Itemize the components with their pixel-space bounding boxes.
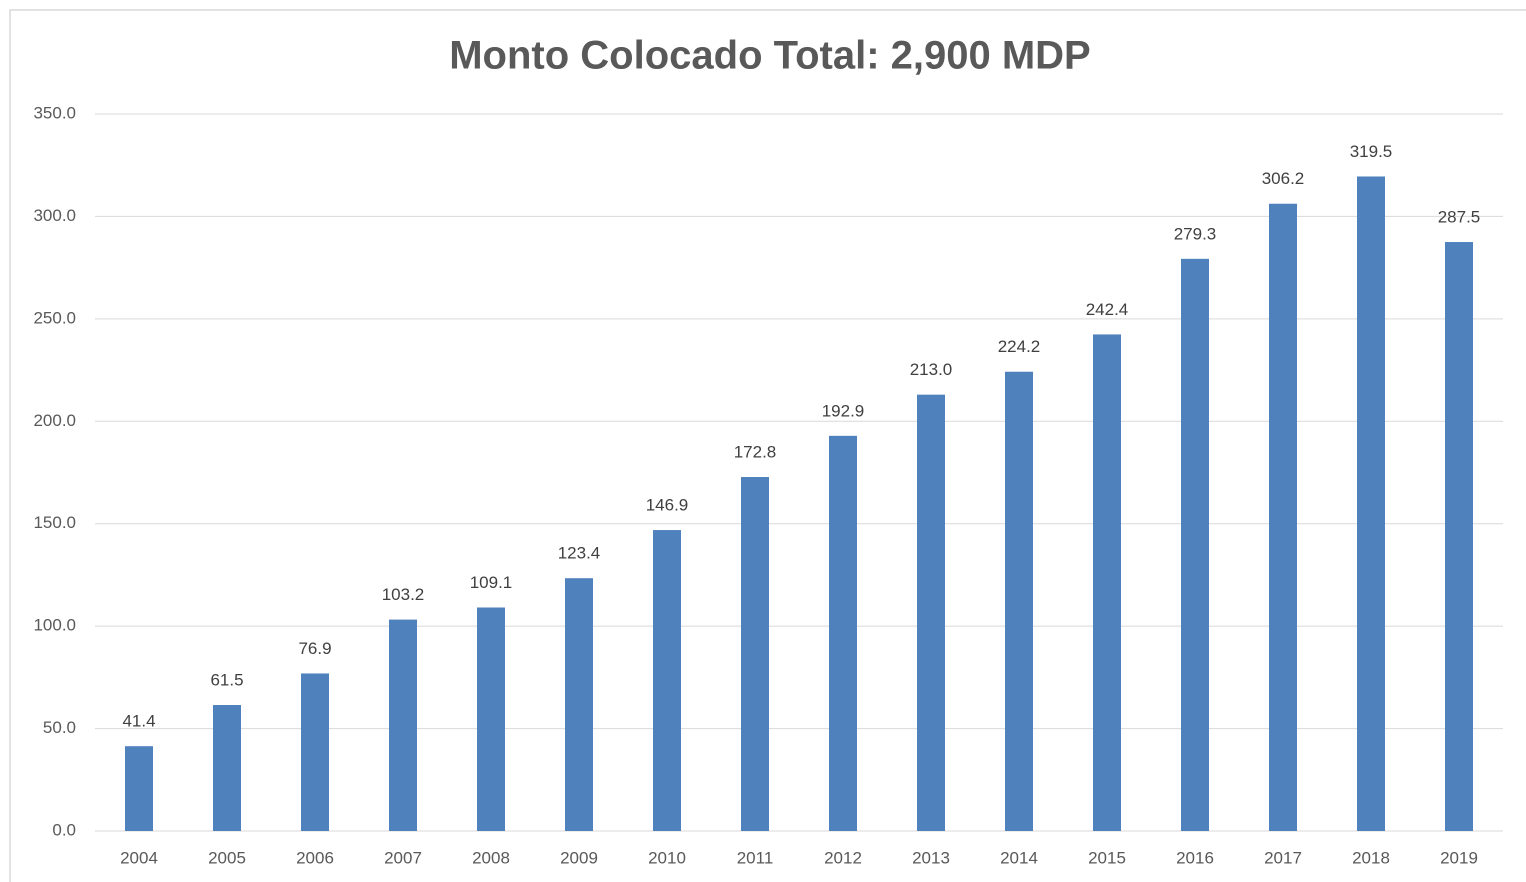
data-label: 192.9 — [822, 401, 865, 420]
bar — [1181, 258, 1209, 832]
data-label: 61.5 — [210, 670, 243, 689]
x-tick-label: 2005 — [208, 848, 246, 867]
chart-title: Monto Colocado Total: 2,900 MDP — [449, 34, 1091, 78]
x-tick-label: 2004 — [120, 848, 158, 867]
data-label: 146.9 — [646, 496, 689, 515]
x-tick-label: 2018 — [1352, 848, 1390, 867]
x-tick-label: 2008 — [472, 848, 510, 867]
x-tick-label: 2013 — [912, 848, 950, 867]
x-tick-label: 2007 — [384, 848, 422, 867]
data-label: 287.5 — [1438, 208, 1481, 227]
data-label: 109.1 — [470, 573, 513, 592]
data-label: 76.9 — [298, 639, 331, 658]
data-label: 213.0 — [910, 360, 953, 379]
bar — [389, 619, 417, 831]
x-tick-label: 2014 — [1000, 848, 1038, 867]
bar — [125, 746, 153, 831]
bar — [477, 607, 505, 831]
y-tick-label: 0.0 — [52, 820, 76, 839]
bar — [653, 530, 681, 831]
bar — [565, 578, 593, 831]
bar — [829, 435, 857, 831]
bar — [213, 705, 241, 831]
data-label: 224.2 — [998, 337, 1041, 356]
x-tick-label: 2015 — [1088, 848, 1126, 867]
bar — [1357, 176, 1385, 831]
x-tick-label: 2016 — [1176, 848, 1214, 867]
y-tick-label: 350.0 — [33, 103, 76, 122]
y-tick-label: 250.0 — [33, 308, 76, 327]
x-tick-label: 2012 — [824, 848, 862, 867]
x-tick-label: 2009 — [560, 848, 598, 867]
bar — [301, 673, 329, 831]
x-tick-label: 2010 — [648, 848, 686, 867]
y-tick-label: 150.0 — [33, 513, 76, 532]
y-tick-label: 50.0 — [43, 718, 76, 737]
x-tick-label: 2011 — [737, 848, 774, 867]
bar — [1005, 371, 1033, 831]
x-tick-label: 2006 — [296, 848, 334, 867]
data-label: 172.8 — [734, 442, 777, 461]
data-label: 306.2 — [1262, 169, 1305, 188]
data-label: 123.4 — [558, 544, 601, 563]
bar — [1269, 203, 1297, 832]
bar — [1093, 334, 1121, 831]
data-label: 279.3 — [1174, 224, 1217, 243]
data-label: 242.4 — [1086, 300, 1129, 319]
y-tick-label: 100.0 — [33, 616, 76, 635]
y-tick-label: 200.0 — [33, 411, 76, 430]
y-tick-label: 300.0 — [33, 206, 76, 225]
x-tick-label: 2017 — [1264, 848, 1302, 867]
data-label: 103.2 — [382, 585, 425, 604]
data-label: 319.5 — [1350, 142, 1393, 161]
data-label: 41.4 — [122, 712, 155, 731]
bar — [1445, 242, 1473, 832]
bar — [741, 477, 769, 831]
x-tick-label: 2019 — [1440, 848, 1478, 867]
bar — [917, 394, 945, 831]
